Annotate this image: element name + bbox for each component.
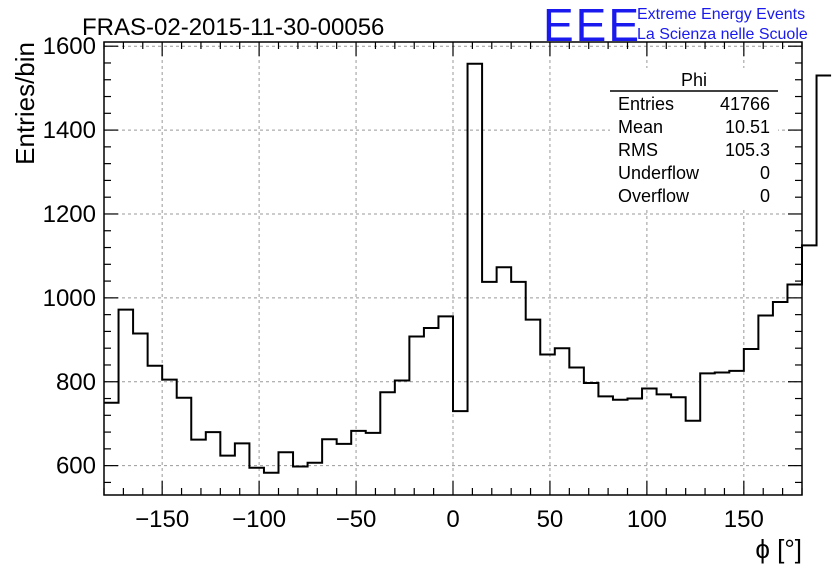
y-tick-label: 1600 [43,33,96,60]
stats-row-label: Overflow [618,186,690,206]
eee-logo-line1: Extreme Energy Events [637,6,805,23]
x-tick-label: −50 [336,506,377,533]
stats-box-title: Phi [681,70,707,90]
x-tick-label: 100 [627,506,667,533]
x-axis-label: ϕ [°] [755,534,802,564]
chart-title: FRAS-02-2015-11-30-00056 [82,14,384,41]
stats-row-value: 10.51 [725,117,770,137]
stats-row-value: 0 [760,186,770,206]
x-tick-label: 50 [537,506,564,533]
x-tick-label: 0 [446,506,459,533]
stats-row-label: Entries [618,94,674,114]
y-tick-label: 1000 [43,285,96,312]
x-axis-ticks: −150 −100 −50 0 50 100 150 [103,42,803,533]
stats-row-value: 105.3 [725,140,770,160]
x-tick-label: −150 [135,506,189,533]
histogram-line [104,62,832,474]
y-tick-label: 1400 [43,117,96,144]
stats-row-value: 41766 [720,94,770,114]
stats-row-label: RMS [618,140,658,160]
stats-row-value: 0 [760,163,770,183]
x-tick-label: −100 [232,506,286,533]
eee-logo-mark: EEE [543,0,641,51]
stats-row-label: Underflow [618,163,700,183]
y-axis-label: Entries/bin [10,42,40,165]
y-tick-label: 1200 [43,201,96,228]
stats-row-label: Mean [618,117,663,137]
y-tick-label: 600 [56,453,96,480]
x-tick-label: 150 [724,506,764,533]
y-tick-label: 800 [56,369,96,396]
eee-logo: EEE Extreme Energy Events La Scienza nel… [543,0,808,51]
y-axis-ticks: 600 800 1000 1200 1400 1600 [43,33,802,484]
stats-box: Phi Entries 41766 Mean 10.51 RMS 105.3 Underfl… [610,68,778,208]
eee-logo-line2: La Scienza nelle Scuole [637,26,808,43]
